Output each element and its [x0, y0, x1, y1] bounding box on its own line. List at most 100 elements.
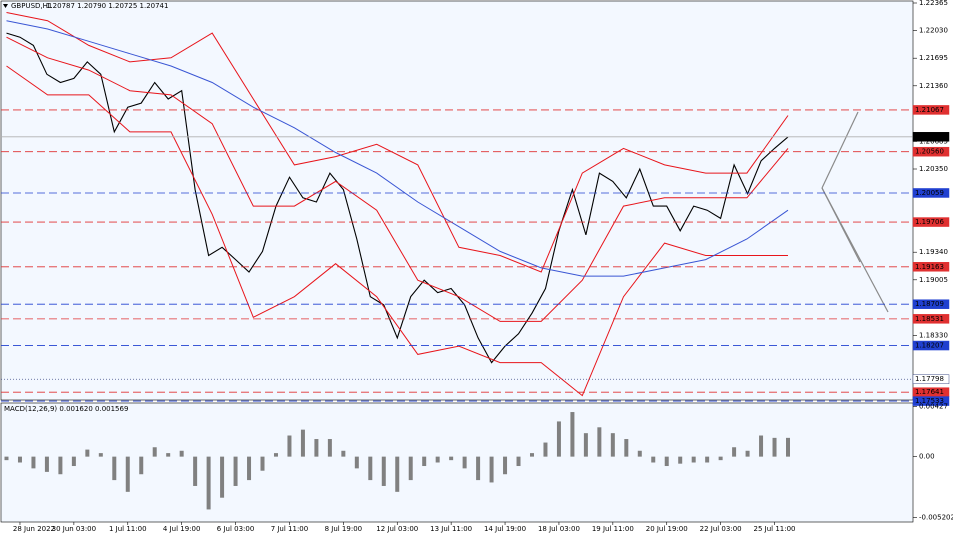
x-tick-label: 6 Jul 03:00	[217, 525, 255, 533]
macd-bar	[4, 456, 9, 461]
macd-bar	[759, 435, 764, 457]
menu-icon[interactable]	[3, 4, 8, 8]
level-box	[912, 340, 950, 351]
quote: 1.20787 1.20790 1.20725 1.20741	[46, 2, 168, 10]
level-box	[912, 132, 950, 142]
macd-bar	[17, 456, 22, 463]
macd-bar	[435, 456, 440, 463]
arrow	[821, 111, 859, 189]
price-line	[6, 20, 789, 277]
macd-bar	[691, 456, 696, 463]
macd-bar	[31, 456, 36, 469]
macd-bar	[772, 437, 777, 457]
macd-bar	[98, 453, 103, 457]
macd-bar	[179, 450, 184, 457]
x-tick-label: 7 Jul 11:00	[271, 525, 309, 533]
y-tick-label: 0.00427	[919, 403, 948, 411]
level-label: 1.19706	[915, 218, 944, 226]
y-tick-label: 0.00	[919, 453, 935, 461]
macd-panel	[0, 402, 914, 523]
macd-bar	[206, 456, 211, 510]
macd-bar	[300, 429, 305, 457]
macd-bar	[408, 456, 413, 481]
level-box	[912, 374, 950, 384]
level-box	[912, 217, 950, 227]
level-box	[912, 262, 950, 272]
price-line	[6, 65, 788, 397]
macd-bar	[732, 447, 737, 457]
price-panel	[0, 0, 914, 401]
level-box	[912, 314, 950, 324]
macd-bar	[745, 450, 750, 457]
x-tick-label: 14 Jul 19:00	[484, 525, 526, 533]
macd-bar	[314, 439, 319, 457]
macd-bar	[476, 456, 481, 481]
macd-bar	[637, 450, 642, 457]
price-line	[6, 32, 789, 364]
macd-bar	[529, 453, 534, 457]
x-tick-label: 19 Jul 11:00	[592, 525, 634, 533]
macd-bar	[327, 439, 332, 457]
macd-bar	[247, 456, 252, 481]
y-tick-label: 1.19005	[919, 276, 948, 284]
forecast-arrows	[821, 111, 889, 313]
macd-bar	[449, 456, 454, 461]
macd-bar	[287, 435, 292, 457]
macd-bar	[543, 442, 548, 457]
macd-bar	[651, 456, 656, 463]
macd-bar	[570, 412, 575, 457]
x-tick-label: 30 Jun 03:00	[52, 525, 96, 533]
macd-bar	[381, 456, 386, 486]
x-tick-label: 28 Jun 2022	[13, 525, 55, 533]
macd-bar	[556, 421, 561, 457]
macd-bar	[85, 449, 90, 457]
y-tick-label: 1.19340	[919, 248, 948, 256]
level-label: 1.17641	[915, 388, 944, 396]
price-line	[6, 12, 789, 273]
macd-title: MACD(12,26,9) 0.001620 0.001569	[4, 405, 128, 413]
y-tick-label: 1.21360	[919, 82, 948, 90]
macd-bar	[220, 456, 225, 498]
level-box	[912, 146, 950, 157]
macd-bar	[354, 456, 359, 469]
macd-bar	[395, 456, 400, 492]
x-tick-label: 8 Jul 19:00	[325, 525, 363, 533]
macd-bar	[678, 456, 683, 464]
level-box	[912, 396, 950, 406]
x-tick-label: 25 Jul 11:00	[754, 525, 796, 533]
x-tick-label: 4 Jul 19:00	[163, 525, 201, 533]
level-label: 1.21067	[915, 106, 944, 114]
y-tick-label: 1.21695	[919, 54, 948, 62]
macd-bar	[273, 453, 278, 457]
macd-bar	[705, 456, 710, 463]
level-label: 1.20560	[915, 148, 944, 156]
macd-bar	[260, 456, 265, 471]
macd-bar	[597, 427, 602, 457]
level-box	[912, 299, 950, 309]
x-tick-label: 20 Jul 19:00	[646, 525, 688, 533]
x-tick-label: 1 Jul 11:00	[109, 525, 147, 533]
level-box	[912, 105, 950, 115]
macd-bar	[368, 456, 373, 481]
y-tick-label: 1.20350	[919, 165, 948, 173]
y-tick-label: 1.18330	[919, 331, 948, 339]
macd-bar	[112, 456, 117, 481]
macd-bar	[58, 456, 63, 475]
x-tick-label: 18 Jul 03:00	[538, 525, 580, 533]
macd-bar	[422, 456, 427, 467]
x-tick-label: 22 Jul 03:00	[700, 525, 742, 533]
level-label: 1.20741	[915, 133, 944, 141]
level-label: 1.20059	[915, 189, 944, 197]
macd-bar	[125, 456, 130, 492]
level-label: 1.18531	[915, 315, 944, 323]
chart-title: GBPUSD,H1	[11, 2, 52, 10]
y-tick-label: 1.22365	[919, 0, 948, 7]
macd-bar	[664, 456, 669, 467]
level-label: 1.17533	[915, 397, 944, 405]
macd-bar	[44, 456, 49, 472]
arrow	[821, 187, 889, 313]
macd-bar	[341, 450, 346, 457]
level-label: 1.17798	[915, 375, 944, 383]
